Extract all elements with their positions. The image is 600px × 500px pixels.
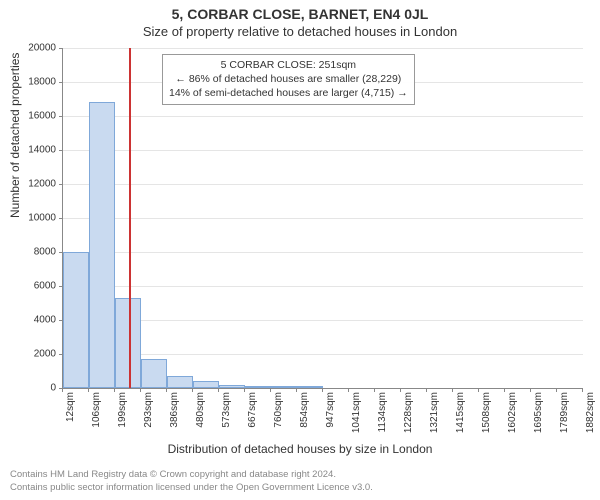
xtick-label: 106sqm [91,392,102,428]
gridline [63,184,583,185]
gridline [63,320,583,321]
xtick-label: 1321sqm [429,392,440,433]
plot-area: 5 CORBAR CLOSE: 251sqm ← 86% of detached… [62,48,582,388]
marker-line [129,48,131,388]
xtick-mark [348,388,349,392]
xtick-label: 386sqm [169,392,180,428]
histogram-bar [115,298,141,388]
xtick-mark [244,388,245,392]
xtick-label: 1508sqm [481,392,492,433]
annotation-box: 5 CORBAR CLOSE: 251sqm ← 86% of detached… [162,54,415,105]
xtick-label: 1602sqm [507,392,518,433]
xtick-mark [62,388,63,392]
xtick-label: 947sqm [325,392,336,428]
xtick-label: 1134sqm [377,392,388,432]
xtick-mark [400,388,401,392]
ytick-mark [59,184,63,185]
footer-attribution: Contains HM Land Registry data © Crown c… [10,469,373,494]
xtick-mark [270,388,271,392]
annotation-line-1: 5 CORBAR CLOSE: 251sqm [169,58,408,72]
xtick-label: 1882sqm [585,392,596,433]
footer-line-2: Contains public sector information licen… [10,482,373,494]
xtick-label: 1415sqm [455,392,466,433]
ytick-label: 12000 [16,179,56,190]
ytick-label: 10000 [16,213,56,224]
xtick-mark [140,388,141,392]
gridline [63,286,583,287]
xtick-mark [218,388,219,392]
xtick-label: 12sqm [65,392,76,422]
ytick-label: 14000 [16,145,56,156]
ytick-mark [59,48,63,49]
ytick-label: 4000 [16,315,56,326]
xtick-label: 1041sqm [351,392,362,433]
annotation-line-3: 14% of semi-detached houses are larger (… [169,86,408,100]
ytick-label: 16000 [16,111,56,122]
xtick-mark [88,388,89,392]
xtick-mark [296,388,297,392]
histogram-bar [89,102,115,388]
histogram-bar [297,386,323,388]
xtick-mark [504,388,505,392]
histogram-bar [245,386,271,388]
gridline [63,252,583,253]
ytick-mark [59,82,63,83]
ytick-label: 20000 [16,43,56,54]
xtick-label: 480sqm [195,392,206,428]
xtick-mark [114,388,115,392]
xtick-label: 1789sqm [559,392,570,433]
ytick-label: 18000 [16,77,56,88]
gridline [63,354,583,355]
ytick-label: 8000 [16,247,56,258]
xtick-mark [452,388,453,392]
xtick-mark [322,388,323,392]
chart-subtitle: Size of property relative to detached ho… [0,22,600,39]
histogram-bar [141,359,167,388]
xtick-label: 293sqm [143,392,154,428]
xtick-label: 1228sqm [403,392,414,433]
histogram-bar [219,385,245,388]
xtick-label: 667sqm [247,392,258,428]
ytick-label: 2000 [16,349,56,360]
ytick-mark [59,150,63,151]
chart-container: 5, CORBAR CLOSE, BARNET, EN4 0JL Size of… [0,0,600,500]
gridline [63,48,583,49]
ytick-mark [59,218,63,219]
xtick-label: 854sqm [299,392,310,428]
histogram-bar [271,386,297,388]
ytick-label: 0 [16,383,56,394]
xtick-mark [374,388,375,392]
chart-title: 5, CORBAR CLOSE, BARNET, EN4 0JL [0,0,600,22]
ytick-mark [59,116,63,117]
gridline [63,218,583,219]
histogram-bar [167,376,193,388]
gridline [63,116,583,117]
xtick-mark [556,388,557,392]
annotation-line-2: ← 86% of detached houses are smaller (28… [169,72,408,86]
xtick-mark [166,388,167,392]
xtick-label: 1695sqm [533,392,544,433]
xtick-mark [478,388,479,392]
gridline [63,150,583,151]
xtick-label: 760sqm [273,392,284,428]
xtick-label: 199sqm [117,392,128,428]
xtick-mark [426,388,427,392]
xtick-mark [192,388,193,392]
xtick-mark [582,388,583,392]
ytick-label: 6000 [16,281,56,292]
x-axis-label: Distribution of detached houses by size … [0,442,600,456]
xtick-label: 573sqm [221,392,232,428]
footer-line-1: Contains HM Land Registry data © Crown c… [10,469,373,481]
histogram-bar [193,381,219,388]
xtick-mark [530,388,531,392]
histogram-bar [63,252,89,388]
